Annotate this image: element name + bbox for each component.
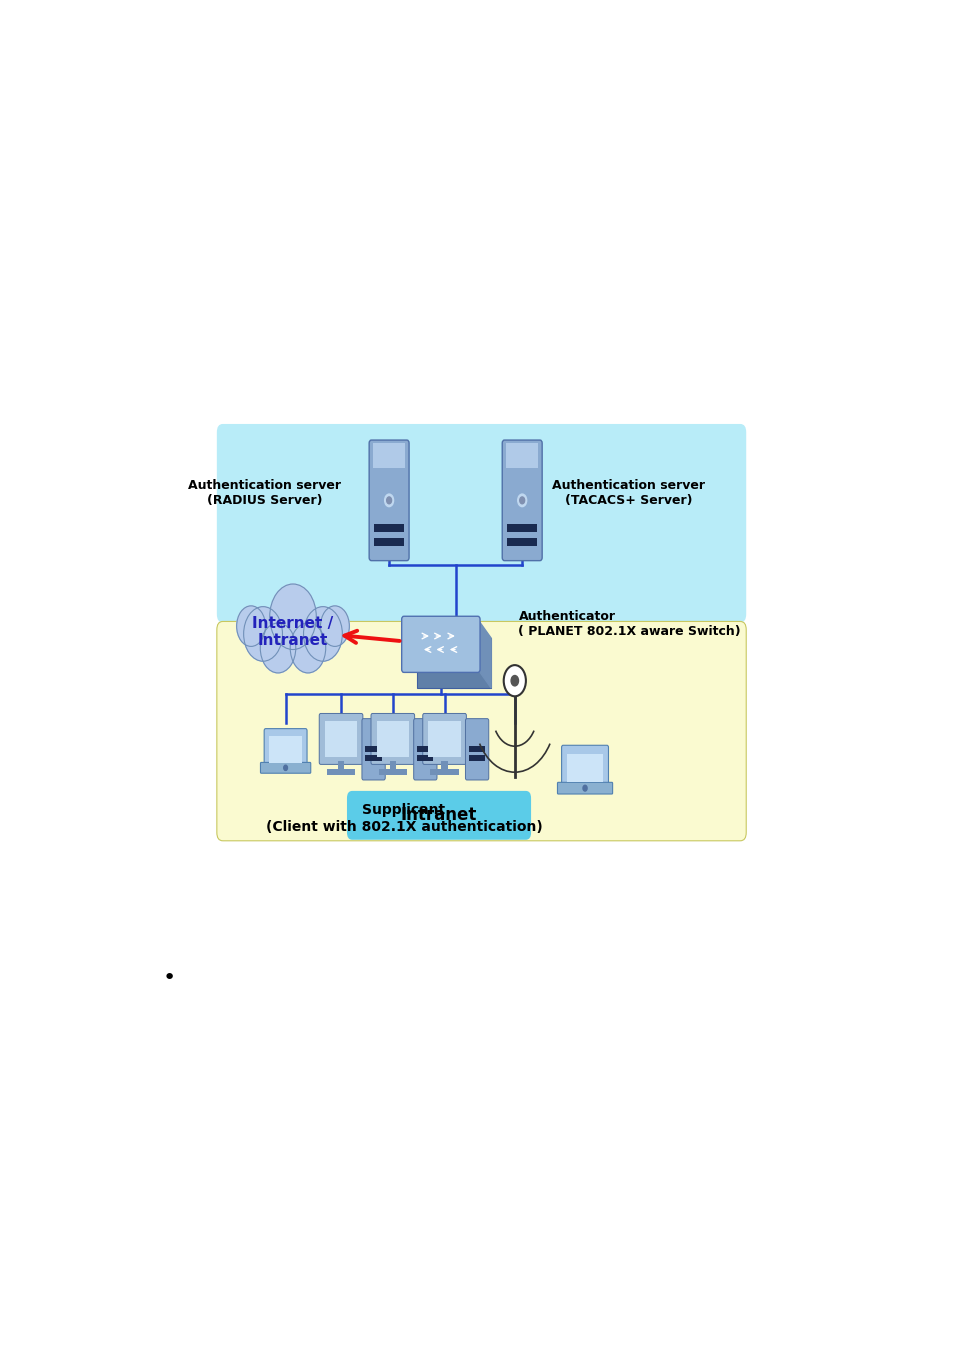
Bar	[441, 761, 447, 771]
Bar	[507, 524, 537, 532]
Text: •: •	[163, 968, 176, 988]
Bar	[416, 747, 433, 752]
Bar	[365, 747, 381, 752]
FancyBboxPatch shape	[347, 791, 531, 840]
Circle shape	[503, 666, 525, 697]
Text: Authentication server
(RADIUS Server): Authentication server (RADIUS Server)	[188, 478, 341, 506]
Bar	[376, 721, 409, 757]
Polygon shape	[477, 620, 491, 688]
FancyBboxPatch shape	[557, 783, 612, 794]
FancyBboxPatch shape	[216, 621, 745, 841]
Bar	[365, 755, 381, 761]
Circle shape	[386, 497, 391, 504]
Text: Internet /
Intranet: Internet / Intranet	[253, 616, 334, 648]
FancyBboxPatch shape	[401, 616, 479, 672]
Bar	[324, 721, 357, 757]
Text: Intranet: Intranet	[400, 806, 476, 825]
FancyBboxPatch shape	[371, 713, 415, 764]
Bar	[507, 539, 537, 547]
Bar	[430, 769, 458, 775]
FancyBboxPatch shape	[216, 424, 745, 622]
Bar	[505, 443, 537, 468]
Bar	[327, 769, 355, 775]
Circle shape	[270, 585, 316, 649]
Bar	[566, 753, 602, 783]
FancyBboxPatch shape	[465, 718, 488, 780]
Bar	[469, 755, 485, 761]
FancyBboxPatch shape	[264, 729, 307, 768]
Circle shape	[303, 606, 342, 662]
Circle shape	[384, 494, 394, 506]
FancyBboxPatch shape	[260, 763, 311, 774]
Bar	[428, 721, 460, 757]
Bar	[373, 443, 405, 468]
Bar	[374, 539, 403, 547]
Circle shape	[517, 494, 526, 506]
Circle shape	[260, 622, 295, 672]
FancyBboxPatch shape	[416, 639, 491, 688]
Text: Authenticator
( PLANET 802.1X aware Switch): Authenticator ( PLANET 802.1X aware Swit…	[518, 610, 740, 637]
Circle shape	[519, 497, 524, 504]
Circle shape	[290, 622, 325, 672]
Circle shape	[283, 765, 287, 771]
FancyBboxPatch shape	[319, 713, 362, 764]
Bar	[389, 761, 395, 771]
Text: Authentication server
(TACACS+ Server): Authentication server (TACACS+ Server)	[551, 478, 704, 506]
Bar	[378, 769, 407, 775]
Bar	[374, 524, 403, 532]
Circle shape	[236, 606, 265, 647]
Circle shape	[511, 675, 518, 686]
Circle shape	[243, 606, 282, 662]
FancyBboxPatch shape	[369, 440, 409, 560]
Text: Supplicant
(Client with 802.1X authentication): Supplicant (Client with 802.1X authentic…	[265, 803, 541, 833]
Circle shape	[582, 786, 586, 791]
FancyBboxPatch shape	[561, 745, 608, 788]
Bar	[416, 755, 433, 761]
FancyBboxPatch shape	[422, 713, 466, 764]
Bar	[269, 736, 302, 763]
Bar	[337, 761, 344, 771]
FancyBboxPatch shape	[414, 718, 436, 780]
FancyBboxPatch shape	[501, 440, 541, 560]
Bar	[469, 747, 485, 752]
FancyBboxPatch shape	[361, 718, 385, 780]
Circle shape	[320, 606, 349, 647]
